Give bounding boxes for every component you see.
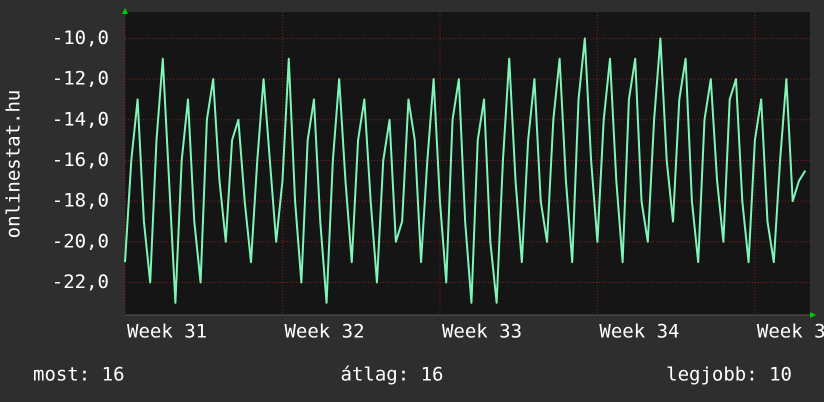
footer-best: legjobb: 10 — [666, 364, 792, 386]
y-tick-label: -22,0 — [52, 271, 109, 293]
y-tick-label: -18,0 — [52, 190, 109, 212]
y-tick-label: -20,0 — [52, 230, 109, 252]
y-axis-label: onlinestat.hu — [3, 90, 25, 239]
footer-average: átlag: 16 — [341, 364, 444, 386]
y-axis-arrow — [122, 8, 128, 14]
footer-current: most: 16 — [33, 364, 125, 386]
y-tick-label: -10,0 — [52, 27, 109, 49]
y-tick-label: -14,0 — [52, 108, 109, 130]
data-line — [124, 37, 807, 304]
x-tick-label: Week 35 — [757, 321, 824, 343]
y-tick-label: -16,0 — [52, 149, 109, 171]
plot-area — [125, 12, 810, 315]
x-tick-label: Week 33 — [442, 321, 522, 343]
y-tick-label: -12,0 — [52, 68, 109, 90]
x-tick-label: Week 32 — [284, 321, 364, 343]
x-tick-label: Week 34 — [599, 321, 679, 343]
x-axis-arrow — [810, 312, 816, 318]
x-tick-label: Week 31 — [127, 321, 207, 343]
